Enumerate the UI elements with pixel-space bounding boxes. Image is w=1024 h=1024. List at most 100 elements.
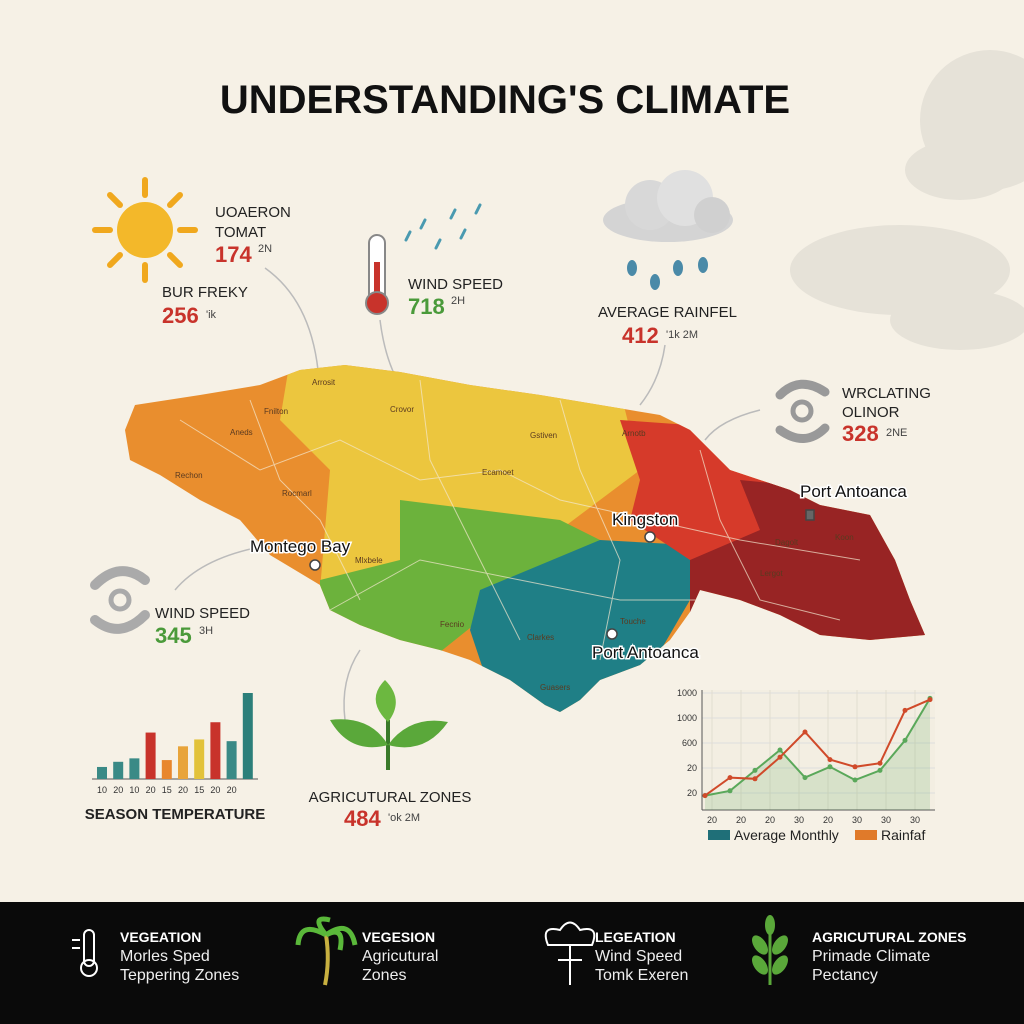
city-label: Port Antoanca — [800, 482, 907, 501]
footer-line: Zones — [362, 967, 406, 984]
callout-value: 174 — [215, 242, 252, 267]
bar — [178, 746, 188, 779]
x-tick-label: 20 — [736, 815, 746, 825]
x-tick-label: 30 — [794, 815, 804, 825]
footer-line: Primade Climate — [812, 948, 930, 965]
y-tick-label: 1000 — [677, 688, 697, 698]
bar — [161, 760, 172, 779]
town-label: Clarkes — [527, 633, 554, 642]
town-label: Touche — [620, 617, 646, 626]
footer-icons — [72, 921, 596, 985]
town-label: Crovor — [390, 405, 414, 414]
point — [777, 747, 783, 753]
point — [802, 775, 808, 781]
x-tick-label: 20 — [113, 785, 123, 795]
y-tick-label: 20 — [687, 788, 697, 798]
footer-line: Pectancy — [812, 967, 878, 984]
callout-line: WIND SPEED — [408, 276, 503, 293]
y-tick-label: 600 — [682, 738, 697, 748]
callout-value: 345 — [155, 623, 192, 648]
footer-palm — [295, 916, 358, 986]
town-label: Arrosit — [312, 378, 336, 387]
callout-line: UOAERON — [215, 204, 291, 221]
city-label: Port Antoanca — [592, 643, 699, 662]
x-tick-label: 15 — [194, 785, 204, 795]
footer-sprout — [752, 915, 788, 985]
bar — [242, 693, 253, 779]
footer-title: VEGESION — [362, 929, 435, 945]
footer — [0, 902, 1024, 1024]
area — [705, 698, 930, 810]
footer-line: Teppering Zones — [120, 967, 239, 984]
town-label: Fnilton — [264, 407, 288, 416]
town-labels: Arrosit Fnilton Aneds Rechon Rocmarl Cro… — [175, 378, 854, 692]
plant-icon — [330, 680, 448, 770]
callout-unit: 2NE — [886, 427, 907, 439]
x-tick-label: 10 — [129, 785, 139, 795]
point — [927, 697, 933, 703]
legend-swatch — [708, 830, 730, 840]
title: UNDERSTANDING'S CLIMATE — [220, 78, 790, 122]
x-tick-label: 20 — [765, 815, 775, 825]
point — [727, 775, 733, 781]
footer-line: Morles Sped — [120, 948, 210, 965]
callout-value: 412 — [622, 323, 659, 348]
sun-icon — [92, 177, 198, 283]
footer-title: VEGEATION — [120, 929, 201, 945]
callout-unit: 'ok 2M — [388, 812, 420, 824]
callout-value: 256 — [162, 303, 199, 328]
point — [727, 788, 733, 794]
line-chart: 1000 1000 600 20 20 20 20 20 30 20 30 30 30 Average M… — [677, 688, 935, 843]
callout-unit: '1k 2M — [666, 329, 698, 341]
bar — [226, 741, 237, 779]
town-label: Guasers — [540, 683, 570, 692]
city-label: Montego Bay — [250, 537, 351, 556]
x-tick-label: 10 — [97, 785, 107, 795]
callout-unit: 2H — [451, 295, 465, 307]
callout-unit: 'ik — [206, 309, 217, 321]
town-label: Aneds — [230, 428, 253, 437]
x-tick-label: 15 — [162, 785, 172, 795]
x-tick-label: 30 — [852, 815, 862, 825]
point — [752, 767, 758, 773]
point — [852, 777, 858, 783]
point — [827, 764, 833, 770]
town-label: Gstiven — [530, 431, 557, 440]
bar — [194, 739, 205, 779]
map — [125, 365, 925, 712]
callout-unit: 2N — [258, 243, 272, 255]
x-tick-label: 20 — [227, 785, 237, 795]
legend-label: Average Monthly — [734, 827, 839, 843]
line — [704, 698, 931, 797]
y-tick-label: 1000 — [677, 713, 697, 723]
x-tick-label: 20 — [146, 785, 156, 795]
hurricane-icon — [90, 566, 150, 634]
bar — [97, 766, 107, 779]
x-tick-label: 20 — [823, 815, 833, 825]
point — [902, 707, 908, 713]
bar — [113, 761, 124, 779]
footer-line: Wind Speed — [595, 948, 682, 965]
point — [877, 767, 883, 773]
bar — [129, 758, 140, 779]
town-label: Arnotb — [622, 429, 646, 438]
town-label: Fecnio — [440, 620, 465, 629]
bg-clouds — [790, 50, 1024, 350]
line — [704, 697, 931, 797]
town-label: Koon — [835, 533, 854, 542]
bar-chart: 10 20 10 20 15 20 15 20 20 — [92, 693, 258, 795]
hurricane-icon — [775, 379, 830, 443]
city-markers — [309, 509, 815, 640]
x-tick-label: 30 — [910, 815, 920, 825]
point — [852, 764, 858, 770]
region — [320, 500, 640, 660]
legend-label: Rainfaf — [881, 827, 925, 843]
point — [877, 760, 883, 766]
callout-value: 484 — [344, 806, 381, 831]
point — [752, 776, 758, 782]
callout-line: WRCLATING — [842, 385, 931, 402]
point — [702, 793, 708, 799]
town-label: Rocmarl — [282, 489, 312, 498]
